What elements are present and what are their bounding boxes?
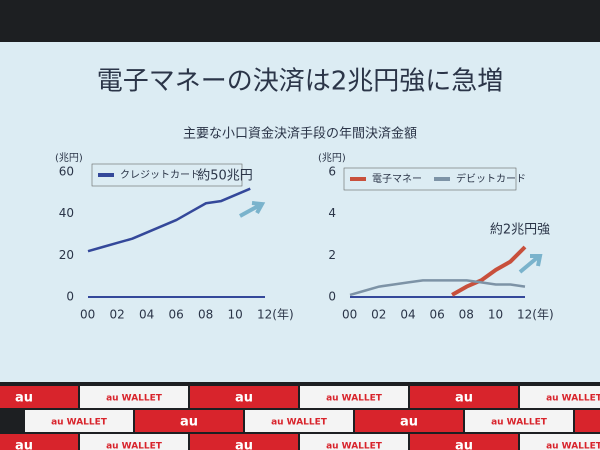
- y-tick-label: 4: [328, 206, 336, 220]
- x-tick-label: 10: [228, 308, 243, 322]
- banner-logo: au WALLET: [326, 394, 383, 404]
- banner-tile: [520, 386, 600, 408]
- banner-tile: [465, 410, 573, 432]
- banner-tile: [80, 386, 188, 408]
- banner-logo: au: [235, 439, 253, 450]
- banner-logo: au: [235, 391, 253, 406]
- banner-logo: au WALLET: [271, 418, 328, 428]
- banner-tile: [355, 410, 463, 432]
- y-tick-label: 20: [59, 248, 74, 262]
- slide-subtitle: 主要な小口資金決済手段の年間決済金額: [183, 126, 417, 142]
- banner-tile: [410, 386, 518, 408]
- banner: au au WALLET au au WALLET au au WALLET au au WA…: [0, 386, 600, 450]
- banner-logo: au WALLET: [491, 418, 548, 428]
- banner-tile: [410, 434, 518, 450]
- x-tick-label: 06: [430, 308, 445, 322]
- legend-label: デビットカード: [456, 172, 526, 185]
- x-tick-label: 12(年): [257, 308, 294, 322]
- legend-label: 電子マネー: [372, 173, 422, 185]
- banner-tile: [0, 386, 78, 408]
- y-tick-label: 6: [328, 165, 336, 179]
- x-tick-label: 06: [169, 308, 184, 322]
- annotation: 約2兆円強: [490, 223, 550, 238]
- banner-logo: au: [455, 391, 473, 406]
- x-tick-label: 04: [400, 308, 415, 322]
- banner-logo: au: [455, 439, 473, 450]
- banner-tile: [135, 410, 243, 432]
- x-tick-label: 02: [110, 308, 125, 322]
- banner-logo: au WALLET: [51, 418, 108, 428]
- y-tick-label: 0: [66, 290, 74, 304]
- slide-title: 電子マネーの決済は2兆円強に急増: [97, 67, 504, 97]
- x-tick-label: 04: [139, 308, 154, 322]
- banner-logo: au WALLET: [106, 394, 163, 404]
- banner-tile: [0, 434, 78, 450]
- banner-tile: [520, 434, 600, 450]
- banner-logo: au WALLET: [326, 442, 383, 450]
- banner-tile: [300, 434, 408, 450]
- series-line: [87, 187, 251, 253]
- banner-tile: [190, 434, 298, 450]
- annotation: 約50兆円: [197, 169, 253, 184]
- x-tick-label: 08: [198, 308, 213, 322]
- banner-logo: au: [400, 415, 418, 430]
- y-unit: (兆円): [55, 152, 83, 164]
- x-tick-label: 02: [371, 308, 386, 322]
- y-tick-label: 2: [328, 248, 336, 262]
- x-tick-label: 10: [488, 308, 503, 322]
- series-line: [349, 279, 526, 297]
- banner-tile: [25, 410, 133, 432]
- x-tick-label: 00: [342, 308, 357, 322]
- y-tick-label: 40: [59, 206, 74, 220]
- x-tick-label: 08: [459, 308, 474, 322]
- banner-tile: [190, 386, 298, 408]
- legend-label: クレジットカード: [120, 169, 200, 181]
- y-unit: (兆円): [318, 152, 346, 164]
- y-tick-label: 0: [328, 290, 336, 304]
- banner-logo: au: [15, 439, 33, 450]
- legend-box: [343, 167, 517, 191]
- trend-arrow: [239, 201, 266, 218]
- banner-logo: au: [180, 415, 198, 430]
- banner-logo: au WALLET: [546, 442, 600, 450]
- banner-logo: au: [15, 391, 33, 406]
- series-line: [451, 245, 527, 297]
- banner-tile: [575, 410, 600, 432]
- legend-box: [91, 163, 243, 187]
- x-tick-label: 00: [80, 308, 95, 322]
- slide: [0, 42, 600, 382]
- x-tick-label: 12(年): [517, 308, 554, 322]
- banner-tile: [80, 434, 188, 450]
- trend-arrow: [518, 254, 543, 274]
- banner-tile: [245, 410, 353, 432]
- banner-logo: au WALLET: [106, 442, 163, 450]
- banner-tile: [300, 386, 408, 408]
- banner-logo: au WALLET: [546, 394, 600, 404]
- y-tick-label: 60: [59, 165, 74, 179]
